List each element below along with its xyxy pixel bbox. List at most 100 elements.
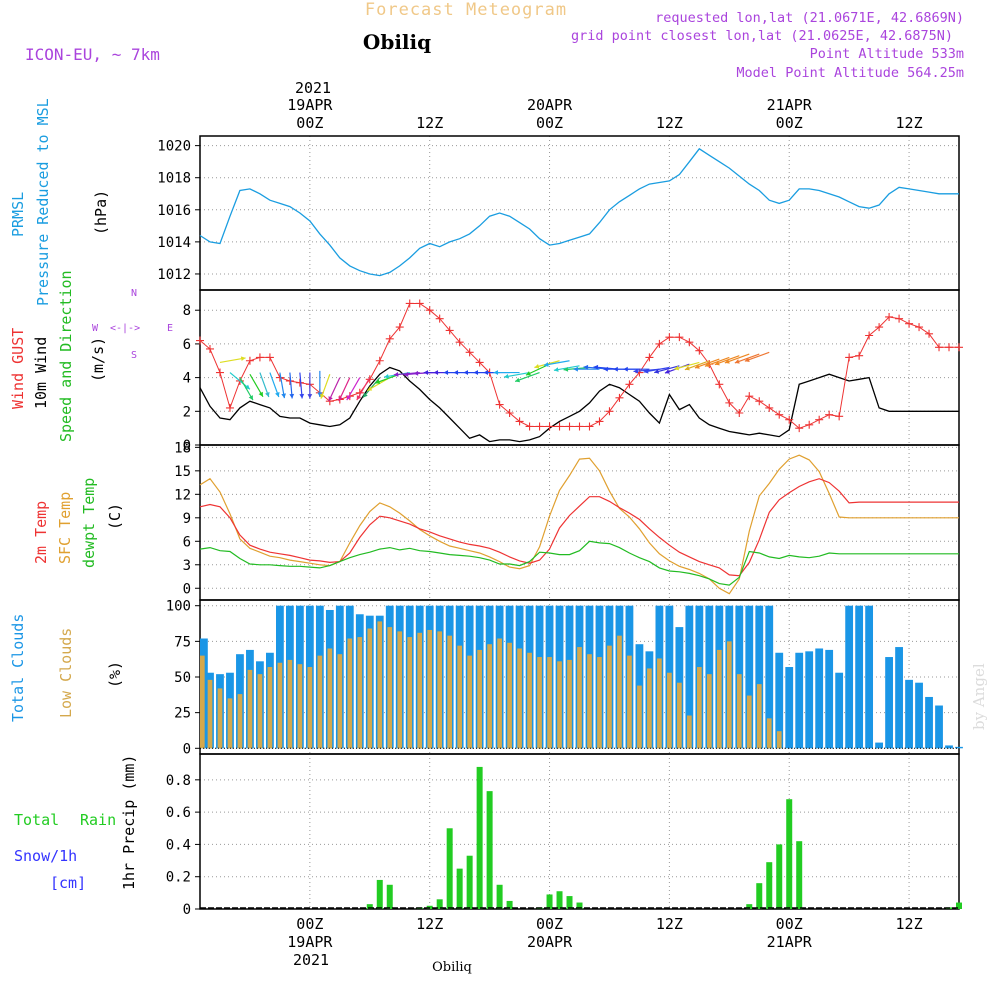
rain-bar bbox=[446, 828, 453, 909]
low-cloud-bar bbox=[746, 695, 752, 749]
wind-labels: Wind GUST 10m Wind (m/s) Speed and Direc… bbox=[9, 270, 173, 442]
rain-bar bbox=[456, 868, 463, 909]
wind-arrow-head bbox=[674, 365, 680, 371]
y-tick-label: 6 bbox=[183, 337, 191, 353]
gust-marker bbox=[765, 403, 774, 412]
rain-bar bbox=[476, 766, 483, 909]
gust-marker bbox=[865, 331, 874, 340]
gust-marker bbox=[945, 343, 954, 352]
gust-marker bbox=[265, 353, 274, 362]
compass-west: W bbox=[92, 323, 99, 334]
rain-bar bbox=[766, 862, 773, 909]
y-tick-label: 1018 bbox=[157, 171, 191, 187]
low-cloud-bar bbox=[657, 658, 662, 749]
wind-speed-dir-label: Speed and Direction bbox=[57, 270, 75, 442]
rain-bar bbox=[486, 791, 493, 909]
wind-arrow-head bbox=[384, 373, 389, 379]
wind-arrow-head bbox=[473, 370, 478, 375]
rain-bar bbox=[796, 841, 803, 909]
y-tick-label: 0 bbox=[183, 741, 191, 757]
low-cloud-bar bbox=[367, 628, 373, 749]
low-cloud-bar bbox=[687, 715, 692, 749]
low-cloud-bar bbox=[287, 659, 293, 749]
gust-marker bbox=[625, 380, 634, 389]
gust-marker bbox=[475, 358, 484, 367]
rain-bar bbox=[546, 894, 553, 909]
wind-arrow-head bbox=[483, 370, 488, 375]
total-cloud-bar bbox=[905, 679, 913, 749]
gust-marker bbox=[665, 333, 674, 342]
low-cloud-bar bbox=[207, 679, 213, 749]
wind-arrow-head bbox=[275, 392, 280, 397]
wind-10m-line bbox=[199, 366, 959, 443]
compass-east: E bbox=[167, 323, 173, 334]
pressure-reduced-label: Pressure Reduced to MSL bbox=[34, 98, 52, 306]
wind-arrow-head bbox=[534, 364, 540, 369]
gust-marker bbox=[815, 415, 824, 424]
gust-marker bbox=[735, 408, 744, 417]
y-tick-label: 75 bbox=[174, 634, 191, 650]
wind-arrow-head bbox=[338, 396, 343, 402]
top-date-label: 19APR bbox=[287, 96, 333, 114]
gust-marker bbox=[925, 329, 934, 338]
gust-marker bbox=[935, 343, 944, 352]
wind-arrow-head bbox=[307, 394, 313, 399]
low-cloud-bar bbox=[237, 694, 243, 749]
wind-arrow-head bbox=[724, 359, 730, 364]
gust-marker bbox=[715, 380, 724, 389]
panel-frame bbox=[199, 135, 960, 291]
wind-arrow-head bbox=[583, 364, 589, 370]
gust-marker bbox=[755, 397, 764, 406]
total-cloud-bar bbox=[785, 667, 794, 749]
temp-2m-label: 2m Temp bbox=[32, 501, 50, 564]
gust-marker bbox=[465, 348, 474, 357]
low-cloud-bar bbox=[377, 621, 383, 749]
wind-arrow-head bbox=[623, 366, 628, 372]
rain-label: Rain bbox=[80, 811, 116, 829]
low-cloud-bar bbox=[427, 629, 433, 749]
total-cloud-bar bbox=[685, 605, 694, 749]
top-date-label: 20APR bbox=[527, 96, 573, 114]
total-cloud-bar bbox=[815, 648, 824, 749]
y-tick-label: 0 bbox=[183, 581, 191, 597]
gust-marker bbox=[845, 353, 854, 362]
gust-marker bbox=[585, 422, 594, 431]
wind-arrow-head bbox=[375, 379, 381, 384]
snow-label: Snow/1h bbox=[14, 847, 77, 865]
low-cloud-bar bbox=[347, 638, 353, 749]
prmsl-label: PRMSL bbox=[9, 192, 27, 237]
panel-frame bbox=[199, 753, 960, 910]
wind-arrow-head bbox=[453, 370, 459, 375]
low-cloud-bar bbox=[597, 657, 602, 749]
bottom-year-label: 2021 bbox=[293, 951, 329, 969]
y-tick-label: 1016 bbox=[157, 203, 191, 219]
low-cloud-bar bbox=[397, 631, 403, 749]
wind-arrow-head bbox=[317, 392, 323, 397]
clouds-panel: 0 25 50 75 100 bbox=[166, 599, 963, 757]
chart-title: Forecast Meteogram bbox=[365, 0, 567, 20]
low-cloud-bar bbox=[217, 688, 223, 749]
y-tick-label: 2 bbox=[183, 404, 191, 420]
wind-arrow-head bbox=[299, 393, 305, 399]
wind-arrow-head bbox=[593, 364, 599, 370]
requested-coords: requested lon,lat (21.0671E, 42.6869N) bbox=[655, 10, 964, 26]
wind-arrow-head bbox=[515, 377, 521, 383]
wind-arrow-head bbox=[684, 365, 690, 371]
gust-marker bbox=[895, 314, 904, 323]
low-cloud-bar bbox=[297, 664, 303, 749]
low-cloud-bar bbox=[467, 655, 472, 749]
location-title: Obiliq bbox=[363, 30, 431, 54]
wind-arrow-head bbox=[240, 356, 246, 362]
gust-marker bbox=[365, 375, 374, 384]
wind-arrow-head bbox=[413, 370, 419, 376]
y-tick-label: 1014 bbox=[157, 235, 191, 251]
gust-marker bbox=[795, 424, 804, 433]
low-cloud-bar bbox=[317, 655, 323, 749]
rain-bar bbox=[556, 891, 563, 909]
gust-marker bbox=[725, 398, 734, 407]
gust-marker bbox=[615, 393, 624, 402]
rain-bar bbox=[786, 799, 793, 909]
y-tick-label: 0.8 bbox=[166, 773, 191, 789]
y-tick-label: 1020 bbox=[157, 139, 191, 155]
